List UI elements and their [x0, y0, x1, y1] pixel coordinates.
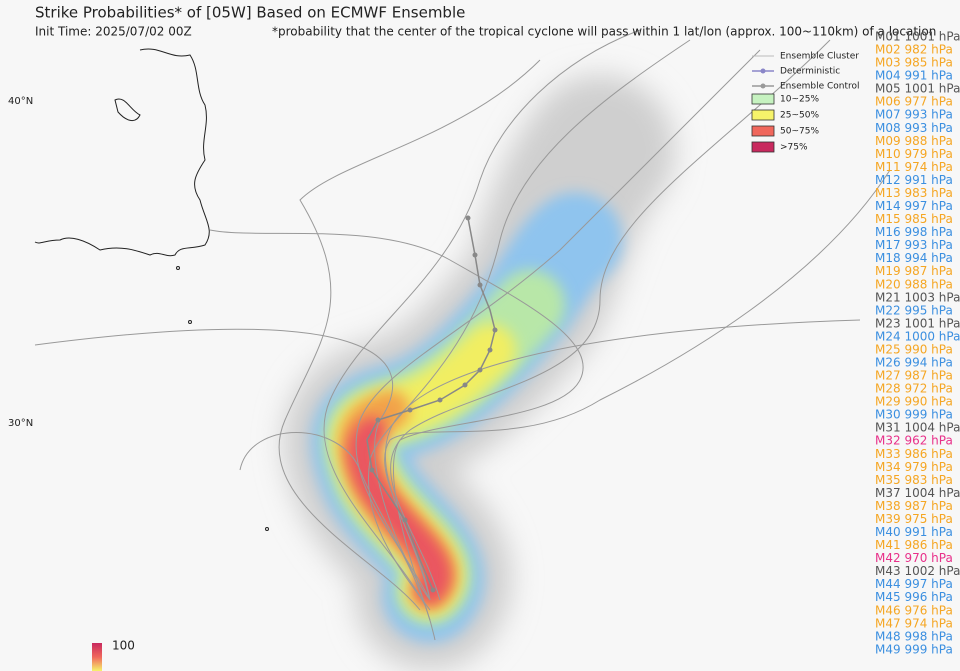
member-label: M43 1002 hPa [875, 564, 960, 578]
member-label: M10 979 hPa [875, 147, 953, 161]
member-label: M47 974 hPa [875, 616, 953, 630]
title: Strike Probabilities* of [05W] Based on … [35, 4, 465, 22]
member-label: M33 986 hPa [875, 447, 953, 461]
member-label: M34 979 hPa [875, 460, 953, 474]
member-label: M14 997 hPa [875, 199, 953, 213]
legend-label: Ensemble Control [780, 82, 860, 92]
legend-swatch [751, 93, 775, 105]
member-label: M16 998 hPa [875, 225, 953, 239]
legend-label: Ensemble Cluster [780, 52, 859, 62]
track-points [369, 215, 498, 593]
member-label: M26 994 hPa [875, 356, 953, 370]
coastline [34, 48, 269, 531]
member-label: M12 991 hPa [875, 173, 953, 187]
member-label: M03 985 hPa [875, 56, 953, 70]
member-label: M13 983 hPa [875, 186, 953, 200]
legend-label: 50~75% [780, 127, 819, 137]
member-label: M05 1001 hPa [875, 82, 960, 96]
member-label: M17 993 hPa [875, 238, 953, 252]
legend-label: 10~25% [780, 95, 819, 105]
member-label: M46 976 hPa [875, 603, 953, 617]
member-label: M39 975 hPa [875, 512, 953, 526]
member-label: M11 974 hPa [875, 160, 953, 174]
member-label: M42 970 hPa [875, 551, 953, 565]
member-label: M23 1001 hPa [875, 316, 960, 330]
member-label: M35 983 hPa [875, 473, 953, 487]
legend-swatch [751, 141, 775, 153]
member-label: M06 977 hPa [875, 95, 953, 109]
colorbar [92, 643, 102, 671]
legend-swatch [751, 125, 775, 137]
ensemble-tracks [34, 29, 891, 641]
note: *probability that the center of the trop… [272, 25, 936, 39]
member-label: M02 982 hPa [875, 43, 953, 57]
legend-label: Deterministic [780, 67, 840, 77]
member-label: M09 988 hPa [875, 134, 953, 148]
legend: Ensemble Cluster Deterministic Ensemble … [751, 52, 860, 153]
member-label: M31 1004 hPa [875, 421, 960, 435]
member-label: M27 987 hPa [875, 369, 953, 383]
lat-label: 30°N [8, 418, 33, 429]
legend-swatch [751, 109, 775, 121]
member-label: M32 962 hPa [875, 434, 953, 448]
member-label: M37 1004 hPa [875, 486, 960, 500]
member-label: M08 993 hPa [875, 121, 953, 135]
member-label: M22 995 hPa [875, 303, 953, 317]
init-time: Init Time: 2025/07/02 00Z [35, 25, 192, 39]
member-label: M04 991 hPa [875, 69, 953, 83]
member-label: M45 996 hPa [875, 590, 953, 604]
legend-label: >75% [780, 143, 808, 153]
colorbar-label: 100 [112, 639, 135, 653]
member-label: M29 990 hPa [875, 395, 953, 409]
member-label: M38 987 hPa [875, 499, 953, 513]
member-label: M41 986 hPa [875, 538, 953, 552]
member-label: M18 994 hPa [875, 251, 953, 265]
member-label: M07 993 hPa [875, 108, 953, 122]
probability-plume [283, 75, 675, 670]
legend-label: 25~50% [780, 111, 819, 121]
member-label: M25 990 hPa [875, 342, 953, 356]
member-label: M21 1003 hPa [875, 290, 960, 304]
member-label: M19 987 hPa [875, 264, 953, 278]
member-label: M24 1000 hPa [875, 329, 960, 343]
member-label: M49 999 hPa [875, 642, 953, 656]
member-label: M28 972 hPa [875, 382, 953, 396]
member-label: M44 997 hPa [875, 577, 953, 591]
lat-label: 40°N [8, 96, 33, 107]
member-label: M48 998 hPa [875, 629, 953, 643]
member-label: M40 991 hPa [875, 525, 953, 539]
member-label: M15 985 hPa [875, 212, 953, 226]
member-label: M20 988 hPa [875, 277, 953, 291]
member-label: M30 999 hPa [875, 408, 953, 422]
member-label: M01 1001 hPa [875, 30, 960, 44]
